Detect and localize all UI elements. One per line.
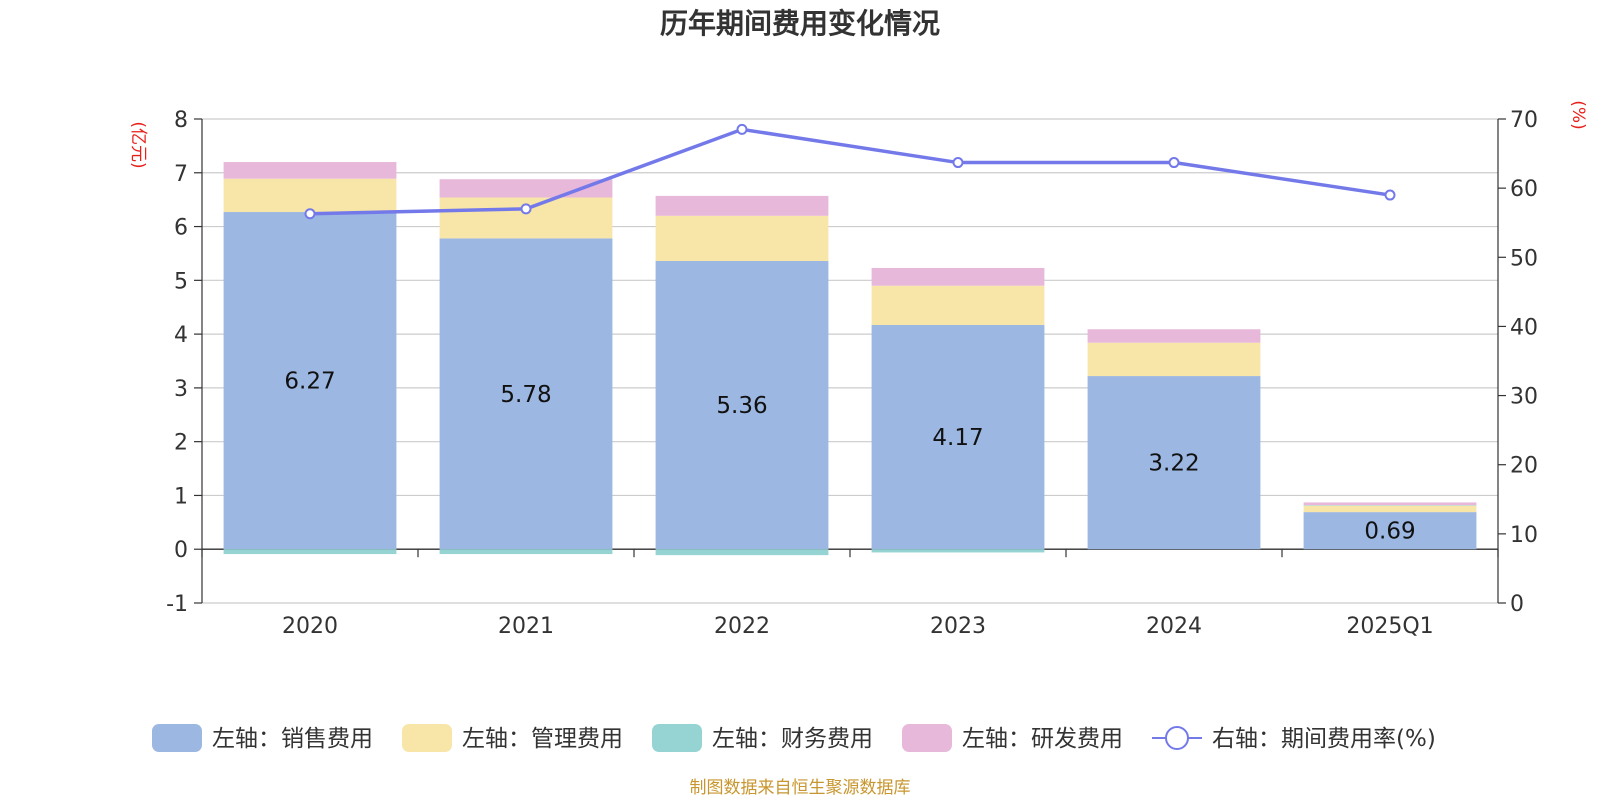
rate-point xyxy=(1168,157,1180,169)
legend-label: 左轴：销售费用 xyxy=(212,726,373,752)
right-tick-label: 20 xyxy=(1510,454,1538,479)
bar-value-label: 3.22 xyxy=(1148,451,1199,477)
legend-marker xyxy=(1165,726,1189,750)
rate-point xyxy=(520,203,532,215)
legend-swatch xyxy=(652,724,702,752)
left-tick-label: -1 xyxy=(166,592,188,617)
left-tick-label: 7 xyxy=(174,162,188,187)
bar-segment xyxy=(871,267,1045,286)
rate-point xyxy=(736,123,748,135)
bars xyxy=(223,162,1477,556)
bar-segment xyxy=(655,549,829,556)
rate-line-path xyxy=(309,127,1391,216)
right-tick-label: 0 xyxy=(1510,592,1524,617)
left-tick-label: 8 xyxy=(174,108,188,133)
bar-value-label: 4.17 xyxy=(932,425,983,451)
bar-segment xyxy=(1303,505,1477,513)
bar-segment xyxy=(439,238,613,550)
x-tick-label: 2025Q1 xyxy=(1346,614,1433,639)
bar-segment xyxy=(223,178,397,213)
bar-segment xyxy=(1303,505,1477,506)
bar-segment xyxy=(1087,342,1261,377)
right-tick-label: 60 xyxy=(1510,177,1538,202)
x-tick-label: 2024 xyxy=(1146,614,1202,639)
chart-title: 历年期间费用变化情况 xyxy=(660,7,940,40)
right-tick-label: 50 xyxy=(1510,246,1538,271)
right-tick-label: 40 xyxy=(1510,315,1538,340)
x-tick-label: 2022 xyxy=(714,614,770,639)
bar-labels: 6.27 5.78 5.36 4.17 3.22 0.69 xyxy=(284,369,1415,545)
bar-segment xyxy=(655,260,829,550)
left-tick-label: 3 xyxy=(174,377,188,402)
right-axis-unit: (%) xyxy=(1568,100,1588,129)
bar-segment xyxy=(223,212,397,550)
x-tick-label: 2020 xyxy=(282,614,338,639)
bar-segment xyxy=(223,549,397,555)
bar-value-label: 6.27 xyxy=(284,369,335,395)
right-tick-label: 10 xyxy=(1510,523,1538,548)
rate-point xyxy=(304,208,316,220)
bar-value-label: 5.36 xyxy=(716,393,767,419)
x-tick-label: 2023 xyxy=(930,614,986,639)
x-tick-label: 2021 xyxy=(498,614,554,639)
left-tick-label: 2 xyxy=(174,431,188,456)
bar-segment xyxy=(1087,329,1261,343)
bar-segment xyxy=(655,215,829,261)
rate-line xyxy=(304,123,1396,220)
bar-segment xyxy=(439,549,613,555)
left-tick-label: 4 xyxy=(174,323,188,348)
bar-segment xyxy=(1303,502,1477,506)
bar-segment xyxy=(655,195,829,216)
left-tick-label: 5 xyxy=(174,269,188,294)
left-tick-label: 1 xyxy=(174,484,188,509)
left-tick-label: 6 xyxy=(174,216,188,241)
bar-segment xyxy=(871,285,1045,325)
rate-point xyxy=(1384,189,1396,201)
left-axis-unit: (亿元) xyxy=(128,121,148,168)
legend-swatch xyxy=(152,724,202,752)
right-tick-label: 70 xyxy=(1510,108,1538,133)
legend-label: 左轴：财务费用 xyxy=(712,726,873,752)
legend-swatch xyxy=(902,724,952,752)
bar-value-label: 0.69 xyxy=(1364,519,1415,545)
left-tick-label: 0 xyxy=(174,538,188,563)
bar-segment xyxy=(1303,512,1477,550)
legend-swatch xyxy=(402,724,452,752)
legend-label: 右轴：期间费用率(%) xyxy=(1212,726,1436,752)
legend-label: 左轴：研发费用 xyxy=(962,726,1123,752)
bar-value-label: 5.78 xyxy=(500,382,551,408)
bar-segment xyxy=(871,324,1045,550)
right-tick-label: 30 xyxy=(1510,385,1538,410)
legend-label: 左轴：管理费用 xyxy=(462,726,623,752)
rate-point xyxy=(952,157,964,169)
bar-segment xyxy=(871,549,1045,553)
legend: 左轴：销售费用 左轴：管理费用 左轴：财务费用 左轴：研发费用 右轴：期间费用率(%) xyxy=(152,724,1436,752)
source-note: 制图数据来自恒生聚源数据库 xyxy=(690,778,911,798)
axes: -1 0 1 2 3 4 5 6 7 8 0 10 20 30 40 50 60 70 2020 2021 2022 20… xyxy=(166,108,1538,639)
bar-segment xyxy=(223,162,397,179)
bar-segment xyxy=(1087,376,1261,550)
